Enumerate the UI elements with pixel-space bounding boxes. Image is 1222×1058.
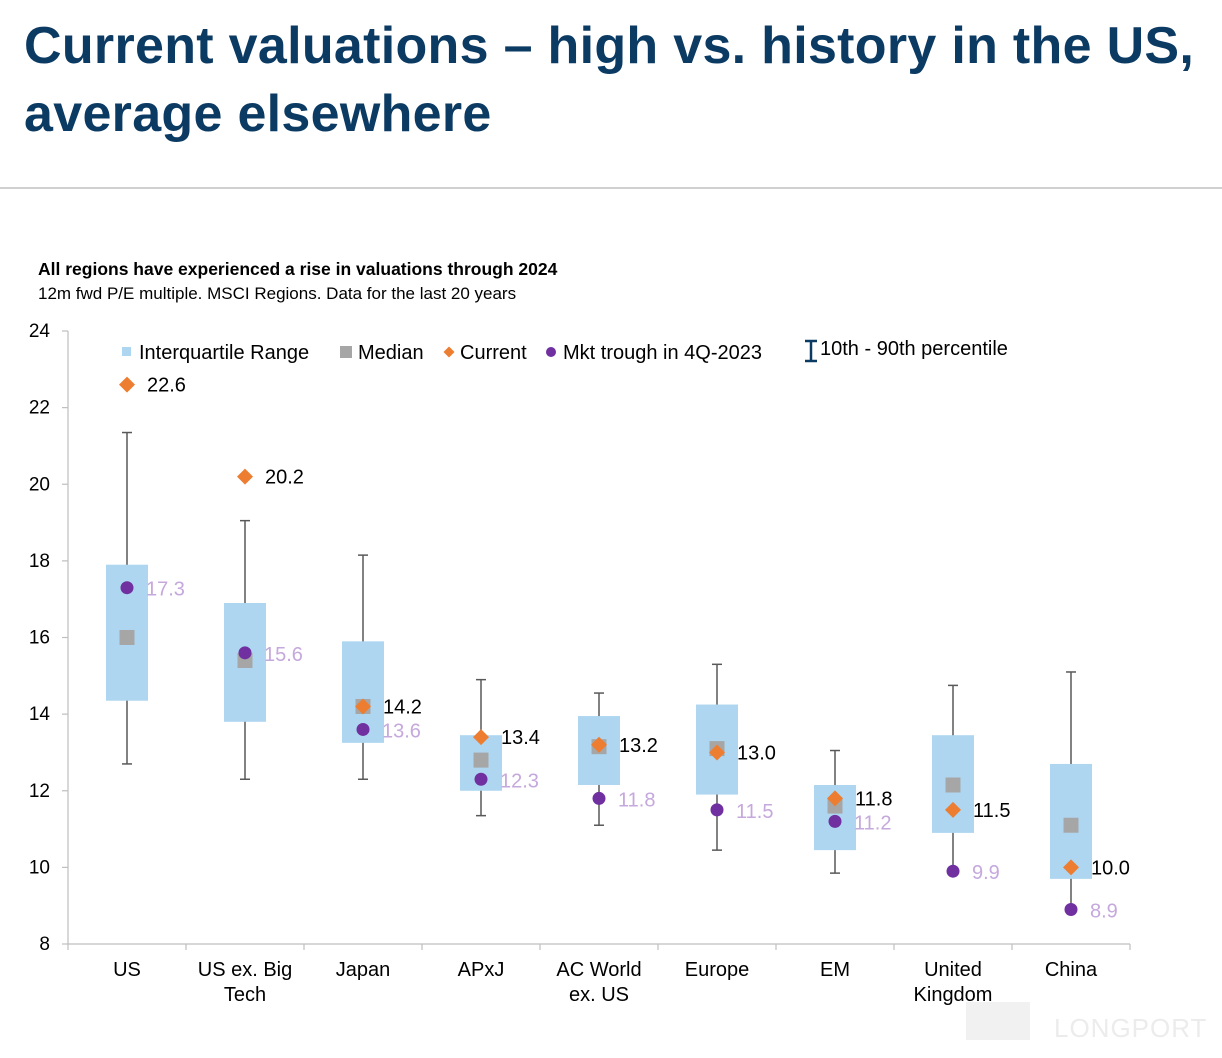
trough-marker-5 bbox=[710, 803, 724, 817]
trough-label-6: 11.2 bbox=[854, 812, 891, 834]
category-label-0: US bbox=[113, 959, 141, 981]
category-label-7: United bbox=[924, 959, 982, 981]
current-label-3: 13.4 bbox=[501, 727, 540, 749]
trough-label-5: 11.5 bbox=[736, 801, 773, 823]
median-marker-7 bbox=[945, 777, 961, 793]
current-marker-6 bbox=[827, 790, 843, 807]
current-marker-1 bbox=[237, 468, 253, 485]
legend-median-label: Median bbox=[358, 342, 424, 364]
current-label-7: 11.5 bbox=[973, 800, 1010, 822]
category-label-7: Kingdom bbox=[914, 984, 993, 1006]
trough-marker-6 bbox=[828, 814, 842, 828]
current-marker-0 bbox=[119, 376, 135, 393]
trough-marker-4 bbox=[592, 791, 606, 805]
y-tick-label: 18 bbox=[29, 551, 50, 572]
legend-iqr-label: Interquartile Range bbox=[139, 342, 309, 364]
legend-median-swatch bbox=[340, 346, 352, 358]
current-marker-8 bbox=[1063, 859, 1079, 876]
current-label-8: 10.0 bbox=[1091, 857, 1130, 879]
chart-subheading: 12m fwd P/E multiple. MSCI Regions. Data… bbox=[38, 284, 517, 303]
category-label-8: China bbox=[1045, 959, 1098, 981]
y-tick-label: 12 bbox=[29, 781, 50, 802]
trough-label-7: 9.9 bbox=[972, 862, 1000, 884]
category-label-1: US ex. Big bbox=[198, 959, 292, 981]
trough-marker-7 bbox=[946, 864, 960, 878]
trough-label-2: 13.6 bbox=[382, 720, 421, 742]
trough-label-3: 12.3 bbox=[500, 770, 539, 792]
current-label-1: 20.2 bbox=[265, 467, 304, 489]
y-tick-label: 8 bbox=[39, 934, 50, 955]
trough-label-8: 8.9 bbox=[1090, 901, 1118, 923]
current-marker-5 bbox=[709, 744, 725, 761]
current-marker-4 bbox=[591, 736, 607, 753]
legend-current-label: Current bbox=[460, 342, 527, 364]
median-marker-3 bbox=[473, 752, 489, 768]
trough-marker-1 bbox=[238, 646, 252, 660]
median-marker-0 bbox=[119, 630, 135, 645]
current-label-6: 11.8 bbox=[855, 788, 892, 810]
category-label-3: APxJ bbox=[458, 959, 505, 981]
category-label-4: ex. US bbox=[569, 984, 629, 1006]
current-label-4: 13.2 bbox=[619, 735, 658, 757]
legend-trough-label: Mkt trough in 4Q-2023 bbox=[563, 342, 762, 364]
chart-heading: All regions have experienced a rise in v… bbox=[38, 259, 558, 279]
page-title: Current valuations – high vs. history in… bbox=[24, 17, 1195, 143]
y-tick-label: 16 bbox=[29, 628, 50, 649]
y-tick-label: 20 bbox=[29, 474, 50, 495]
current-marker-2 bbox=[355, 698, 371, 715]
y-tick-label: 14 bbox=[29, 704, 51, 725]
current-marker-7 bbox=[945, 801, 961, 818]
watermark-text: LONGPORT bbox=[1054, 1013, 1207, 1043]
category-label-6: EM bbox=[820, 959, 850, 981]
trough-marker-8 bbox=[1064, 903, 1078, 917]
category-label-2: Japan bbox=[336, 959, 391, 981]
trough-label-1: 15.6 bbox=[264, 644, 303, 666]
trough-label-0: 17.3 bbox=[146, 579, 185, 601]
current-label-2: 14.2 bbox=[383, 696, 422, 718]
trough-marker-0 bbox=[120, 581, 134, 595]
current-marker-3 bbox=[473, 729, 489, 746]
current-label-5: 13.0 bbox=[737, 742, 776, 764]
trough-marker-2 bbox=[356, 722, 370, 736]
legend-whisker-label: 10th - 90th percentile bbox=[820, 338, 1008, 360]
category-label-5: Europe bbox=[685, 959, 750, 981]
title-divider bbox=[0, 187, 1222, 189]
watermark-logo-mark bbox=[966, 1002, 1030, 1040]
trough-marker-3 bbox=[474, 772, 488, 786]
legend-current-swatch bbox=[443, 346, 455, 358]
legend-iqr-swatch bbox=[122, 347, 131, 356]
current-label-0: 22.6 bbox=[147, 375, 186, 397]
median-marker-8 bbox=[1063, 817, 1079, 833]
category-label-4: AC World bbox=[556, 959, 641, 981]
y-tick-label: 24 bbox=[29, 321, 51, 342]
y-tick-label: 22 bbox=[29, 398, 50, 419]
legend-trough-swatch bbox=[546, 347, 556, 357]
y-tick-label: 10 bbox=[29, 857, 50, 878]
trough-label-4: 11.8 bbox=[618, 789, 655, 811]
category-label-1: Tech bbox=[224, 984, 266, 1006]
